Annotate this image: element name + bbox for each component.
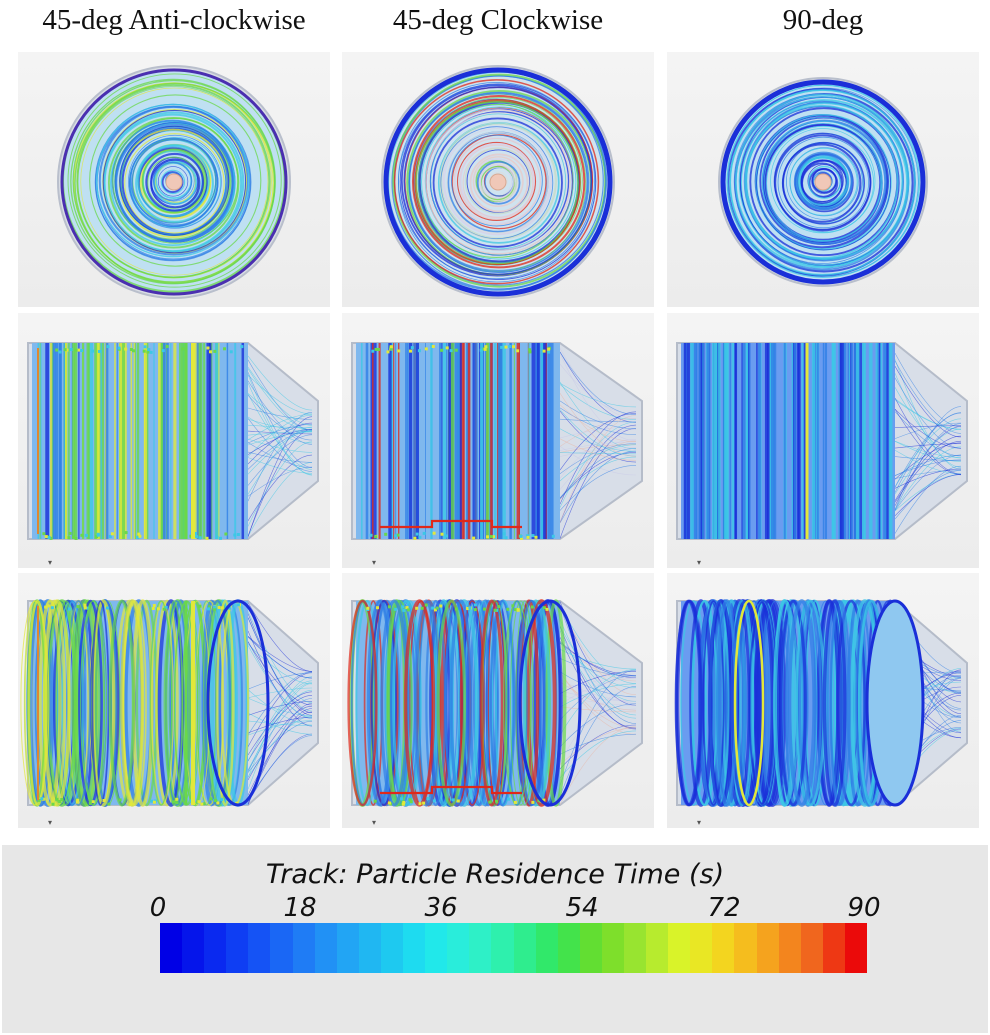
colorbar-segment: [491, 923, 514, 973]
panel-oblique-90deg: ▾: [667, 573, 979, 828]
panel-side-90deg: ▾: [667, 313, 979, 568]
column-title-clockwise: 45-deg Clockwise: [392, 4, 604, 36]
colorbar-tick-0: 0: [149, 893, 167, 923]
colorbar-segment: [425, 923, 448, 973]
colorbar-segment: [601, 923, 624, 973]
colorbar-segment: [623, 923, 647, 973]
colorbar-tick-90: 90: [847, 893, 881, 923]
column-title-90deg: 90-deg: [782, 4, 864, 36]
colorbar-segment: [248, 923, 271, 973]
render-side-clockwise: ▾: [351, 342, 643, 567]
svg-text:▾: ▾: [48, 818, 52, 827]
render-top-90deg: [718, 77, 928, 287]
colorbar-segment: [292, 923, 315, 973]
panel-oblique-clockwise: ▾: [342, 573, 654, 828]
colorbar-segment: [800, 923, 823, 973]
colorbar-segment: [380, 923, 404, 973]
colorbar-gradient: [160, 923, 867, 973]
panel-top-90deg: [667, 52, 979, 307]
colorbar-segment: [403, 923, 426, 973]
colorbar-segment: [447, 923, 470, 973]
colorbar-tick-36: 36: [424, 893, 458, 923]
panel-side-anticlockwise: ▾: [18, 313, 330, 568]
colorbar-segment: [204, 923, 227, 973]
colorbar-segment: [358, 923, 381, 973]
colorbar-segment: [469, 923, 492, 973]
render-side-anticlockwise: ▾: [27, 342, 319, 567]
colorbar-segment: [182, 923, 205, 973]
colorbar-segment: [579, 923, 602, 973]
colorbar-segment: [535, 923, 558, 973]
panel-top-clockwise: [342, 52, 654, 307]
colorbar-tick-54: 54: [565, 893, 599, 923]
colorbar-tick-72: 72: [707, 893, 741, 923]
colorbar-segment: [734, 923, 757, 973]
panel-side-clockwise: ▾: [342, 313, 654, 568]
svg-text:▾: ▾: [697, 818, 701, 827]
colorbar-segment: [336, 923, 359, 973]
render-oblique-anticlockwise: ▾: [20, 599, 319, 827]
colorbar-legend: Track: Particle Residence Time (s) 0 18 …: [2, 845, 988, 1033]
svg-text:▾: ▾: [372, 558, 376, 567]
render-top-clockwise: [381, 65, 615, 299]
render-side-90deg: ▾: [676, 342, 968, 567]
render-oblique-90deg: ▾: [674, 599, 968, 827]
panel-oblique-anticlockwise: ▾: [18, 573, 330, 828]
svg-text:▾: ▾: [48, 558, 52, 567]
colorbar-segment: [756, 923, 779, 973]
render-oblique-clockwise: ▾: [347, 599, 643, 827]
render-top-anticlockwise: [57, 65, 291, 299]
colorbar-segment: [226, 923, 249, 973]
panel-top-anticlockwise: [18, 52, 330, 307]
colorbar-segment: [270, 923, 293, 973]
colorbar-segment: [160, 923, 183, 973]
svg-text:▾: ▾: [372, 818, 376, 827]
colorbar-segment: [668, 923, 691, 973]
column-title-anticlockwise: 45-deg Anti-clockwise: [42, 4, 306, 36]
svg-text:▾: ▾: [697, 558, 701, 567]
colorbar-tick-18: 18: [283, 893, 317, 923]
colorbar-segment: [778, 923, 801, 973]
colorbar-segment: [690, 923, 713, 973]
colorbar-segment: [844, 923, 867, 973]
colorbar-segment: [712, 923, 735, 973]
colorbar-segment: [646, 923, 669, 973]
colorbar-segment: [314, 923, 337, 973]
colorbar-segment: [513, 923, 536, 973]
colorbar-title: Track: Particle Residence Time (s): [265, 859, 725, 890]
colorbar-segment: [822, 923, 845, 973]
colorbar-segment: [557, 923, 580, 973]
